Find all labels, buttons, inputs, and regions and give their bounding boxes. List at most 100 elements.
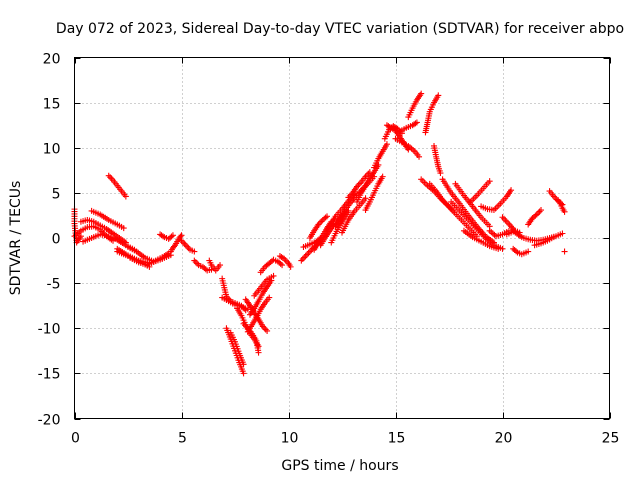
data-point-fill [254,289,261,296]
data-point-fill [101,224,108,231]
data-point-fill [357,192,364,199]
data-point-fill [438,195,445,202]
data-point [561,248,568,255]
data-point-fill [320,236,327,243]
data-point-fill [158,232,165,239]
data-point-fill [267,278,274,285]
data-point-fill [171,243,178,250]
data-point-fill [412,98,419,105]
data-point-fill [322,214,329,221]
data-point-fill [103,232,110,239]
y-axis-label: SDTVAR / TECUs [8,181,24,296]
data-point-fill [117,186,124,193]
data-point-fill [431,186,438,193]
y-tick-label: 15 [43,97,61,113]
data-point-fill [302,243,309,250]
data-point-fill [356,202,363,209]
data-point-fill [365,177,372,184]
data-point-fill [506,221,513,228]
data-point-fill [407,123,414,130]
data-point-fill [350,196,357,203]
data-point-fill [385,128,392,135]
data-point-fill [513,248,520,255]
data-point-fill [497,231,504,238]
data-point [191,257,198,264]
y-tick-label: -10 [38,322,61,338]
data-point-fill [314,223,321,230]
data-point-fill [223,296,230,303]
data-point-fill [385,123,392,130]
data-point-fill [558,202,565,209]
axis-tick-labels: 0 5 10 15 20 25 -20 -15 -10 -5 0 5 10 15 20 [38,52,620,447]
data-point-fill [222,291,229,298]
data-point-fill [382,142,389,149]
data-point-fill [548,235,555,242]
data-point-fill [140,253,147,260]
data-point-fill [500,215,507,222]
data-point-fill [154,257,161,264]
data-point-fill [239,359,246,366]
data-point-fill [267,259,274,266]
data-point-fill [370,170,377,177]
data-point-fill [260,265,267,272]
data-point-fill [277,260,284,267]
data-point-fill [412,120,419,127]
data-point-fill [245,301,252,308]
data-point-fill [286,262,293,269]
data-point-fill [532,212,539,219]
data-point-fill [230,336,237,343]
data-point [264,327,271,334]
data-point-fill [525,236,532,243]
data-point-fill [502,195,509,202]
x-tick-label: 10 [281,431,299,447]
data-point-fill [434,94,441,101]
data-point-fill [429,101,436,108]
data-point-fill [168,246,175,253]
data-point-fill [95,221,102,228]
data-point-fill [254,299,261,306]
y-tick-label: -20 [38,413,61,429]
data-point-fill [95,210,102,217]
data-point-fill [189,247,196,254]
data-point-fill [472,194,479,201]
data-point-fill [235,348,242,355]
data-point-fill [255,347,262,354]
data-point-fill [194,260,201,267]
data-point-fill [86,235,93,242]
data-point-fill [523,249,530,256]
data-point [503,218,510,225]
data-point-fill [242,305,249,312]
data-point-fill [184,243,191,250]
data-point-fill [262,278,269,285]
data-point-fill [472,224,479,231]
data-point-fill [434,161,441,168]
data-point-fill [475,237,482,244]
data-point-fill [76,229,83,236]
data-point-fill [215,263,222,270]
data-point-fill [263,285,270,292]
data-point-fill [88,218,95,225]
data-point-fill [331,215,338,222]
data-point-fill [192,259,199,266]
data-point-fill [361,197,368,204]
data-point-fill [331,232,338,239]
data-point-fill [256,308,263,315]
data-point-fill [207,259,214,266]
data-point-fill [411,121,418,128]
data-point-fill [237,310,244,317]
data-point-fill [264,296,271,303]
data-point-fill [262,326,269,333]
data-point-fill [468,201,475,208]
data-point-fill [202,266,209,273]
data-point-fill [535,210,542,217]
data-point-fill [410,147,417,154]
data-point-fill [370,192,377,199]
data-point-fill [491,231,498,238]
data-point-fill [463,215,470,222]
data-point-fill [88,223,95,230]
data-point-fill [112,235,119,242]
data-point-fill [454,206,461,213]
data-point-fill [502,217,509,224]
data-point-fill [260,301,267,308]
